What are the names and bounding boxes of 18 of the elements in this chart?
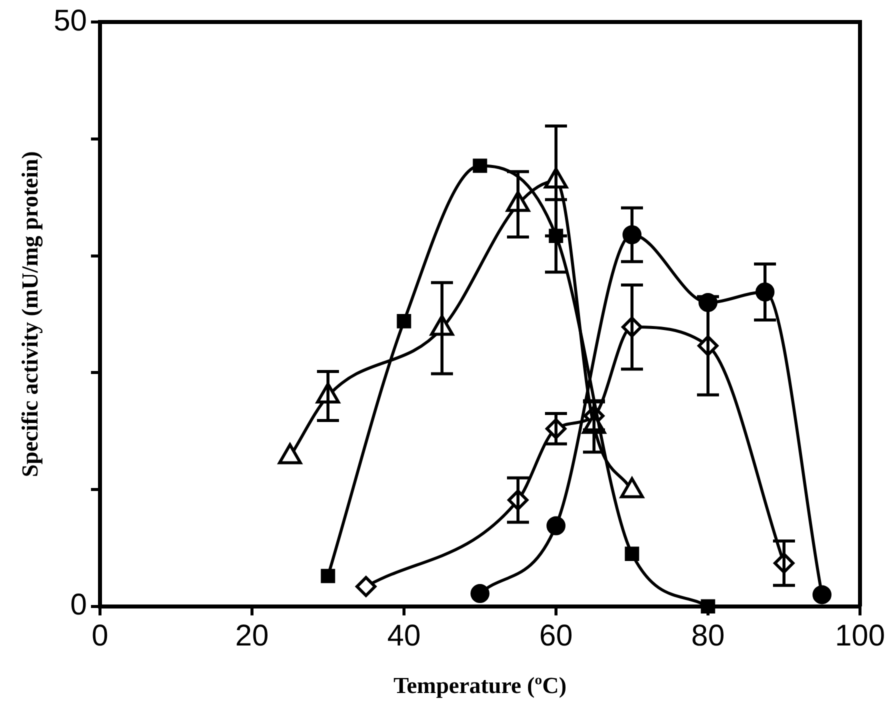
- point: [396, 314, 412, 328]
- x-tick-label: 20: [235, 620, 269, 653]
- point: [355, 576, 376, 598]
- point: [320, 568, 336, 584]
- point: [624, 546, 640, 561]
- point: [700, 599, 716, 614]
- point: [546, 516, 566, 536]
- x-tick-label: 80: [691, 620, 725, 653]
- x-tick-label: 100: [834, 620, 886, 653]
- x-tick-label: 60: [539, 620, 573, 653]
- y-tick-label: 50: [54, 4, 87, 38]
- point: [472, 158, 488, 173]
- point: [470, 584, 490, 604]
- x-axis-title: Temperature (ºC): [393, 673, 566, 698]
- y-axis-title: Specific activity (mU/mg protein): [18, 151, 44, 478]
- x-tick-label: 40: [387, 620, 421, 653]
- x-tick-label: 0: [92, 620, 108, 653]
- point: [812, 585, 832, 604]
